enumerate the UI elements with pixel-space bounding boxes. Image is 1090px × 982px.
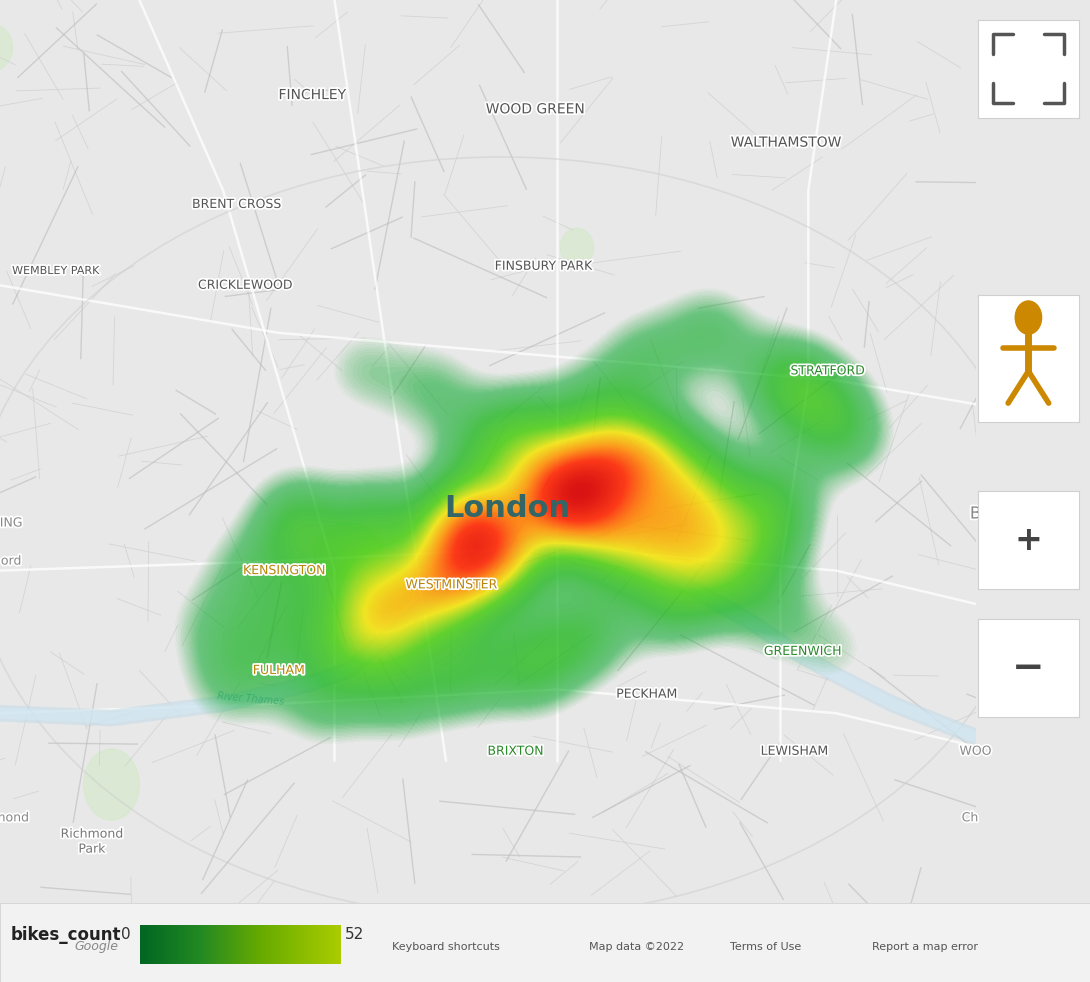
Text: GREENWICH: GREENWICH	[764, 645, 841, 658]
Text: 52: 52	[344, 927, 364, 943]
Text: WEMBLEY PARK: WEMBLEY PARK	[12, 266, 99, 276]
Text: FULHAM: FULHAM	[253, 664, 305, 677]
Text: WALTHAMSTOW: WALTHAMSTOW	[730, 136, 841, 149]
Text: BRENT CROSS: BRENT CROSS	[192, 198, 282, 211]
Text: +: +	[1015, 523, 1042, 557]
Ellipse shape	[356, 566, 412, 614]
Text: Map data ©2022: Map data ©2022	[589, 942, 683, 952]
Text: Richmond
Park: Richmond Park	[61, 828, 123, 855]
Text: FINSBURY PARK: FINSBURY PARK	[495, 260, 592, 273]
Text: STRATFORD: STRATFORD	[790, 364, 865, 377]
Text: BRIXTON: BRIXTON	[487, 744, 544, 758]
Text: −: −	[1013, 649, 1044, 686]
Text: STREATHAM: STREATHAM	[463, 906, 540, 919]
Text: River Thames: River Thames	[217, 691, 284, 707]
Text: ING: ING	[0, 517, 23, 529]
Text: PECKHAM: PECKHAM	[616, 687, 677, 701]
Text: LEWISHAM: LEWISHAM	[761, 744, 828, 758]
Text: bikes_count: bikes_count	[11, 926, 121, 944]
Text: Google: Google	[74, 940, 118, 954]
Text: ord: ord	[1, 555, 22, 568]
Text: Terms of Use: Terms of Use	[730, 942, 801, 952]
Text: London: London	[445, 494, 570, 523]
Circle shape	[1015, 300, 1042, 334]
Text: CRICKLEWOOD: CRICKLEWOOD	[198, 279, 292, 292]
Text: WOO: WOO	[959, 744, 992, 758]
Text: Keyboard shortcuts: Keyboard shortcuts	[392, 942, 500, 952]
Text: Report a map error: Report a map error	[872, 942, 978, 952]
Text: WOOD GREEN: WOOD GREEN	[486, 102, 584, 116]
Text: WESTMINSTER: WESTMINSTER	[405, 578, 498, 591]
Text: mond: mond	[0, 811, 29, 824]
Text: FINCHLEY: FINCHLEY	[278, 88, 346, 102]
Ellipse shape	[314, 523, 384, 580]
Text: Ch: Ch	[961, 811, 979, 824]
Text: KENSINGTON: KENSINGTON	[243, 564, 326, 577]
Text: WIMBLEDON: WIMBLEDON	[233, 935, 313, 948]
Ellipse shape	[0, 24, 13, 72]
Ellipse shape	[84, 749, 140, 820]
Text: 0: 0	[121, 927, 130, 943]
Ellipse shape	[560, 228, 594, 266]
Text: B: B	[970, 505, 981, 522]
